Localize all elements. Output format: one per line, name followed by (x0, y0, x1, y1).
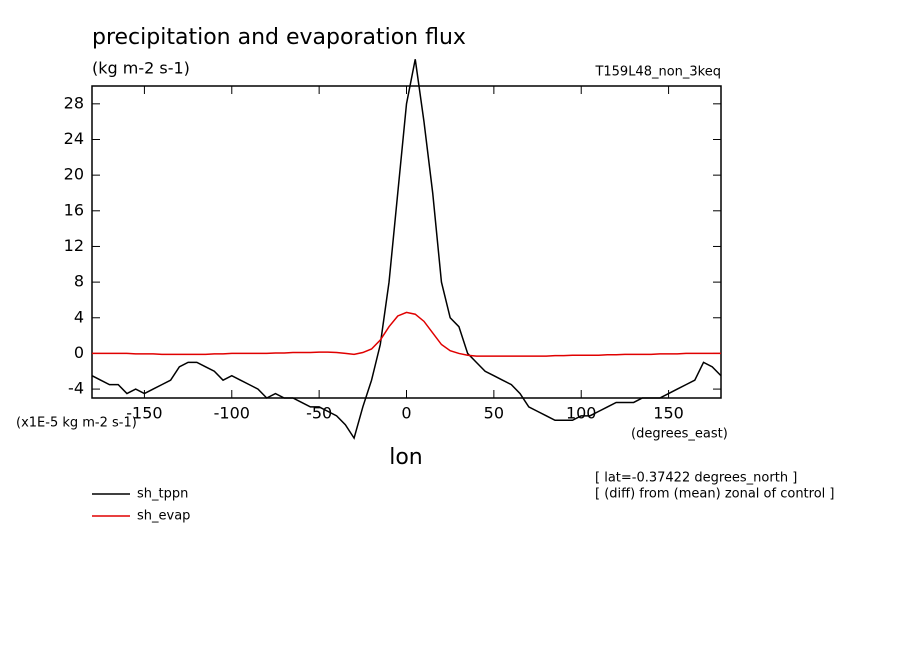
note: [ (diff) from (mean) zonal of control ] (595, 487, 834, 502)
y-tick-label: 20 (64, 165, 84, 184)
y-tick-label: 8 (74, 272, 84, 291)
plot-frame (91, 85, 722, 399)
x-tick-label: 150 (653, 404, 684, 423)
y-tick-label: 24 (64, 129, 84, 148)
note: [ lat=-0.37422 degrees_north ] (595, 471, 797, 486)
series-line (92, 311, 721, 357)
units: (kg m-2 s-1) (92, 59, 190, 78)
y-tick-label: 16 (64, 200, 84, 219)
y-tick-label: 12 (64, 236, 84, 255)
x-tick-label: 50 (484, 404, 504, 423)
y-axis-label: (x1E-5 kg m-2 s-1) (16, 416, 137, 431)
y-tick-label: 4 (74, 307, 84, 326)
x-tick-label: -150 (126, 404, 162, 423)
x-tick-label: 100 (566, 404, 597, 423)
y-tick-label: 0 (74, 343, 84, 362)
x-tick-label: -50 (306, 404, 332, 423)
legend-label: sh_evap (137, 509, 190, 524)
y-tick-label: -4 (68, 379, 84, 398)
x-units: (degrees_east) (631, 427, 728, 442)
legend-label: sh_tppn (137, 487, 188, 502)
chart-title: precipitation and evaporation flux (92, 25, 466, 50)
run-label: T159L48_non_3keq (594, 65, 721, 80)
x-tick-label: -100 (214, 404, 250, 423)
x-tick-label: 0 (401, 404, 411, 423)
series-line (91, 59, 722, 440)
y-tick-label: 28 (64, 93, 84, 112)
x-axis-label: lon (389, 445, 423, 470)
